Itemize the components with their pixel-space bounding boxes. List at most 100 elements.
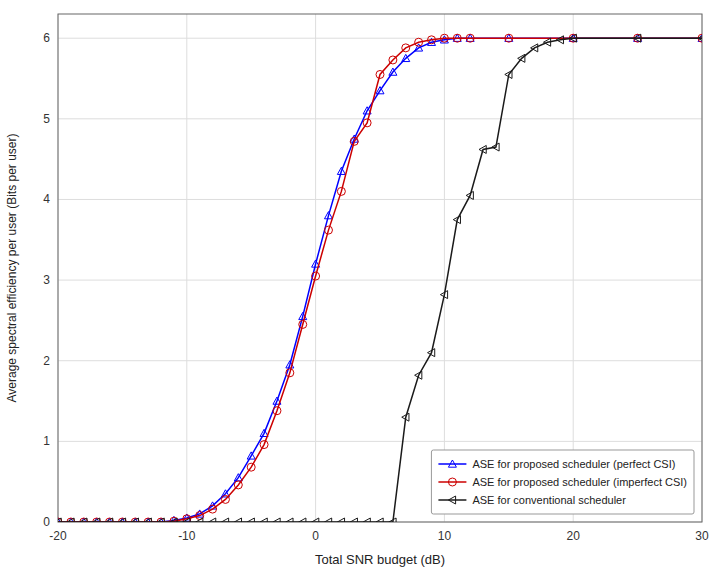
plot-frame — [58, 14, 702, 522]
tick-label: 20 — [567, 529, 581, 543]
series-marker — [144, 518, 151, 522]
series-marker — [389, 518, 396, 522]
grid-line — [58, 280, 702, 281]
y-axis-label: Average spectral efficiency per user (Bi… — [5, 133, 19, 402]
series-line — [58, 38, 702, 522]
series-marker — [234, 474, 242, 481]
series-marker — [299, 518, 306, 522]
series-marker — [402, 44, 410, 52]
legend-label: ASE for proposed scheduler (perfect CSI) — [472, 458, 675, 470]
background — [0, 0, 716, 574]
series-marker — [312, 518, 319, 522]
tick-label: 5 — [43, 112, 50, 126]
legend-marker — [448, 478, 456, 486]
series-marker — [183, 518, 190, 522]
series-marker — [428, 36, 436, 44]
series-marker — [350, 137, 358, 145]
tick-label: 30 — [695, 529, 709, 543]
series-marker — [324, 212, 332, 219]
tick-label: 4 — [43, 192, 50, 206]
series-marker — [634, 34, 641, 42]
series-marker — [415, 371, 422, 379]
series-marker — [324, 518, 331, 522]
series-marker — [312, 272, 320, 280]
legend-label: ASE for conventional scheduler — [472, 494, 626, 506]
x-axis-label: Total SNR budget (dB) — [315, 552, 445, 567]
series-marker — [363, 518, 370, 522]
series-marker — [286, 518, 293, 522]
series-marker — [247, 463, 255, 471]
series-marker — [234, 518, 241, 522]
series-marker — [247, 452, 255, 459]
series-marker — [479, 145, 486, 153]
plot-data — [58, 34, 702, 522]
legend: ASE for proposed scheduler (perfect CSI)… — [431, 450, 694, 514]
grid-line — [444, 14, 445, 522]
series-marker — [402, 54, 410, 61]
tick-label: 2 — [43, 354, 50, 368]
series-marker — [698, 34, 702, 42]
series-marker — [337, 518, 344, 522]
series-marker — [58, 518, 61, 522]
series-marker — [337, 187, 345, 195]
series-marker — [389, 68, 397, 75]
grid-line — [58, 118, 702, 119]
series-marker — [376, 70, 384, 78]
series-marker — [260, 518, 267, 522]
tick-label: 0 — [43, 515, 50, 529]
series-marker — [80, 518, 87, 522]
series-marker — [389, 56, 397, 64]
series-marker — [196, 518, 203, 522]
grid — [58, 14, 702, 522]
series-marker — [415, 38, 423, 46]
series-marker — [247, 518, 254, 522]
series-marker — [93, 518, 100, 522]
series-marker — [505, 34, 513, 42]
tick-label: 0 — [312, 529, 319, 543]
series-marker — [67, 518, 74, 522]
series-marker — [531, 44, 538, 52]
series-marker — [518, 54, 525, 62]
grid-line — [573, 14, 574, 522]
series-marker — [170, 518, 177, 522]
series-marker — [118, 518, 125, 522]
series-marker — [453, 34, 461, 42]
legend-box — [431, 450, 694, 514]
legend-marker — [448, 496, 455, 504]
series-marker — [131, 518, 138, 522]
series-marker — [569, 34, 576, 42]
series-marker — [157, 518, 164, 522]
series-marker — [337, 167, 345, 174]
series-marker — [363, 119, 371, 127]
series-marker — [299, 320, 307, 328]
legend-marker — [448, 460, 456, 467]
series-marker — [492, 143, 499, 151]
series-marker — [234, 481, 242, 489]
series-marker — [286, 369, 294, 377]
series-marker — [440, 291, 447, 299]
series-marker — [466, 34, 474, 42]
legend-label: ASE for proposed scheduler (imperfect CS… — [472, 476, 687, 488]
series-marker — [209, 518, 216, 522]
series-marker — [453, 216, 460, 224]
series-marker — [556, 36, 563, 44]
grid-line — [58, 441, 702, 442]
series-marker — [543, 38, 550, 46]
tick-label: -10 — [178, 529, 196, 543]
series-line — [58, 38, 702, 522]
tick-label: -20 — [49, 529, 67, 543]
series-marker — [273, 407, 281, 415]
grid-line — [58, 360, 702, 361]
series-marker — [440, 34, 448, 42]
series-marker — [466, 191, 473, 199]
series-marker — [350, 518, 357, 522]
tick-label: 10 — [438, 529, 452, 543]
legend-swatch — [438, 463, 466, 465]
series-marker — [428, 349, 435, 357]
series-marker — [376, 518, 383, 522]
series-marker — [260, 441, 268, 449]
series-marker — [505, 70, 512, 78]
chart: 0123456-20-100102030Total SNR budget (dB… — [0, 0, 716, 574]
series-marker — [106, 518, 113, 522]
tick-label: 6 — [43, 31, 50, 45]
